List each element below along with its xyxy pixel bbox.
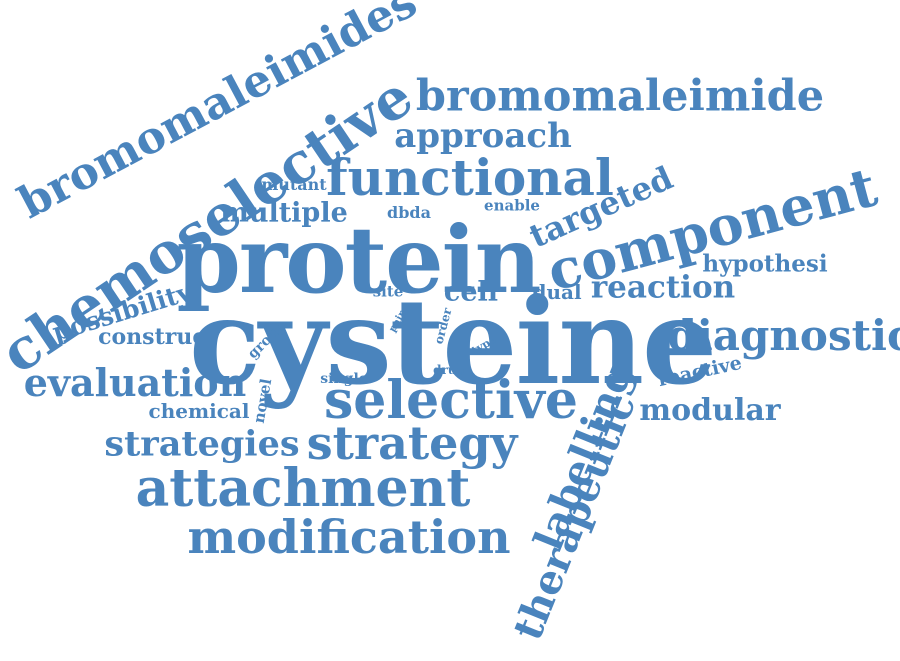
word-mutant: mutant — [261, 175, 327, 194]
word-diagnostic: diagnostic — [667, 311, 900, 360]
word-modular: modular — [639, 393, 781, 428]
word-functional: functional — [326, 148, 614, 207]
word-strategies: strategies — [104, 423, 300, 465]
word-dual: dual — [532, 280, 582, 304]
word-enable: enable — [484, 196, 540, 215]
word-cysteine: cysteine — [188, 272, 717, 411]
word-evaluation: evaluation — [23, 360, 247, 405]
word-selective: selective — [324, 370, 578, 431]
word-protein: protein — [176, 206, 541, 314]
word-single: single — [320, 371, 368, 387]
word-approach: approach — [394, 116, 572, 156]
word-chemical: chemical — [148, 399, 250, 423]
word-reaction: reaction — [590, 269, 736, 306]
word-construct: construct — [98, 324, 216, 350]
word-cell: cell — [443, 276, 499, 308]
word-hypothesi: hypothesi — [702, 250, 828, 278]
word-bromomaleimide: bromomaleimide — [415, 71, 825, 122]
word-site: site — [372, 282, 404, 301]
word-drug: drug — [433, 363, 465, 377]
word-multiple: multiple — [220, 197, 348, 229]
word-dbda: dbda — [387, 203, 431, 222]
word-strategy: strategy — [306, 416, 518, 470]
word-attachment: attachment — [135, 458, 471, 519]
word-novel: novel — [249, 377, 276, 425]
word-modification: modification — [187, 510, 511, 564]
